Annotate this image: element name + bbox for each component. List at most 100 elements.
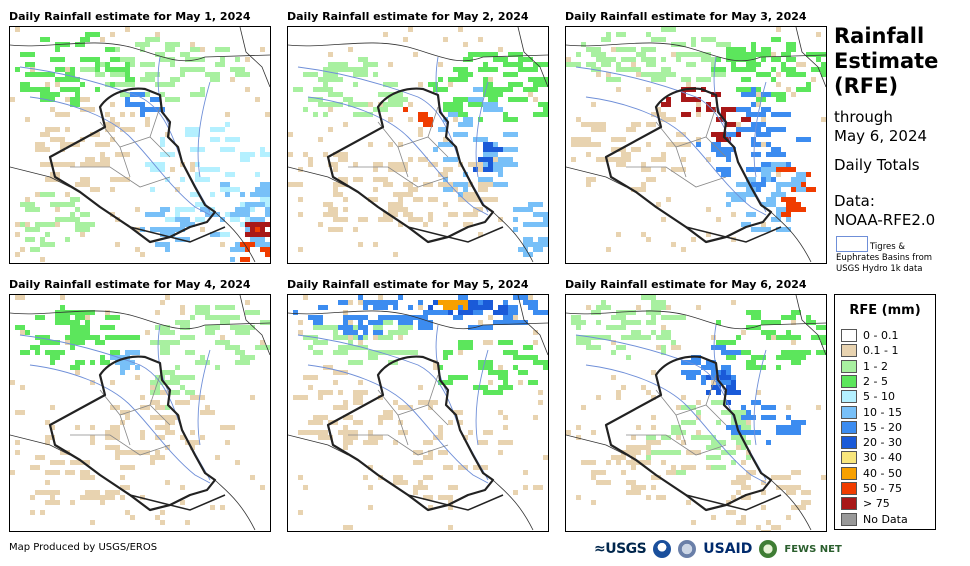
rainfall-cell — [205, 330, 210, 335]
rainfall-cell — [70, 67, 75, 72]
rainfall-cell — [448, 500, 453, 505]
rainfall-cell — [245, 202, 255, 207]
rainfall-cell — [378, 300, 383, 305]
rainfall-field — [293, 295, 548, 530]
rainfall-cell — [528, 380, 538, 385]
rainfall-cell — [483, 390, 493, 395]
rainfall-cell — [661, 325, 666, 330]
rainfall-cell — [796, 182, 801, 187]
rainfall-cell — [626, 310, 636, 315]
rainfall-cell — [661, 335, 666, 340]
rainfall-cell — [751, 152, 761, 157]
rainfall-cell — [443, 167, 453, 172]
rainfall-cell — [398, 325, 413, 330]
rainfall-cell — [200, 207, 210, 212]
rainfall-cell — [50, 107, 55, 112]
rainfall-cell — [165, 480, 170, 485]
rainfall-cell — [661, 435, 671, 440]
rainfall-cell — [616, 32, 626, 37]
rainfall-cell — [716, 390, 721, 395]
rainfall-cell — [418, 112, 428, 117]
rainfall-cell — [105, 67, 110, 72]
rainfall-cell — [523, 57, 533, 62]
rainfall-cell — [746, 365, 761, 370]
rainfall-cell — [235, 212, 250, 217]
rainfall-cell — [313, 430, 328, 435]
rainfall-cell — [343, 330, 353, 335]
legend-label: 50 - 75 — [863, 482, 902, 495]
province-line — [397, 146, 409, 178]
rainfall-cell — [160, 300, 165, 305]
rainfall-cell — [726, 192, 741, 197]
rainfall-cell — [230, 257, 235, 262]
river-line — [575, 334, 767, 481]
rainfall-cell — [696, 305, 701, 310]
river-line — [29, 96, 211, 216]
rainfall-cell — [766, 127, 771, 132]
rainfall-cell — [423, 440, 433, 445]
rainfall-cell — [711, 345, 726, 350]
river-line — [753, 349, 767, 446]
rainfall-cell — [766, 335, 771, 340]
rainfall-cell — [110, 425, 120, 430]
rainfall-cell — [611, 350, 616, 355]
rainfall-cell — [741, 460, 746, 465]
rainfall-cell — [681, 77, 691, 82]
rainfall-cell — [528, 252, 533, 257]
legend-swatch — [841, 436, 857, 450]
rainfall-cell — [165, 47, 170, 52]
rainfall-cell — [671, 465, 676, 470]
rainfall-cell — [806, 320, 811, 325]
rainfall-cell — [308, 385, 313, 390]
legend-label: > 75 — [863, 497, 890, 511]
legend-swatch — [841, 359, 857, 373]
rainfall-cell — [393, 400, 398, 405]
rainfall-cell — [781, 182, 796, 187]
rainfall-cell — [225, 305, 235, 310]
rainfall-cell — [586, 142, 591, 147]
rainfall-cell — [200, 355, 205, 360]
rainfall-cell — [463, 42, 468, 47]
rainfall-cell — [210, 77, 220, 82]
rainfall-cell — [245, 222, 250, 227]
rainfall-cell — [170, 375, 175, 380]
rainfall-cell — [240, 202, 245, 207]
rainfall-cell — [423, 455, 428, 460]
rainfall-cell — [80, 330, 90, 335]
border-line — [239, 27, 270, 88]
rainfall-cell — [348, 360, 358, 365]
rainfall-cell — [631, 187, 646, 192]
rainfall-cell — [220, 335, 225, 340]
rainfall-cell — [726, 47, 731, 52]
rainfall-cell — [726, 147, 736, 152]
rainfall-cell — [631, 62, 636, 67]
rainfall-cell — [433, 87, 448, 92]
rainfall-cell — [298, 510, 303, 515]
rainfall-cell — [478, 167, 483, 172]
rainfall-cell — [781, 212, 791, 217]
rainfall-cell — [741, 485, 751, 490]
rainfall-cell — [498, 157, 513, 162]
rainfall-cell — [711, 370, 716, 375]
rainfall-cell — [245, 87, 250, 92]
rainfall-cell — [115, 355, 130, 360]
rainfall-cell — [383, 350, 393, 355]
rainfall-cell — [626, 445, 641, 450]
rainfall-cell — [105, 47, 120, 52]
rainfall-cell — [631, 330, 641, 335]
rainfall-cell — [423, 400, 438, 405]
rainfall-cell — [328, 62, 338, 67]
rainfall-cell — [140, 77, 155, 82]
rainfall-cell — [696, 410, 701, 415]
rainfall-cell — [185, 57, 190, 62]
rainfall-cell — [611, 375, 616, 380]
rainfall-cell — [80, 212, 90, 217]
rainfall-cell — [170, 82, 175, 87]
rainfall-cell — [726, 385, 736, 390]
rainfall-cell — [328, 162, 338, 167]
rainfall-cell — [731, 460, 736, 465]
rainfall-cell — [308, 420, 323, 425]
rainfall-cell — [383, 300, 398, 305]
rainfall-cell — [250, 227, 265, 232]
rainfall-cell — [85, 97, 90, 102]
